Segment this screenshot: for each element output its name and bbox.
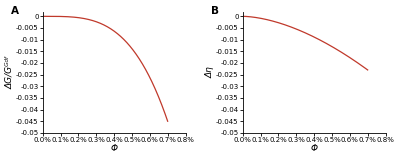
X-axis label: Φ: Φ [310, 144, 318, 153]
Text: B: B [211, 6, 219, 16]
X-axis label: Φ: Φ [110, 144, 118, 153]
Y-axis label: ΔG/Gᴳᵈᶠ: ΔG/Gᴳᵈᶠ [6, 55, 14, 89]
Text: A: A [11, 6, 19, 16]
Y-axis label: Δη: Δη [206, 66, 214, 78]
